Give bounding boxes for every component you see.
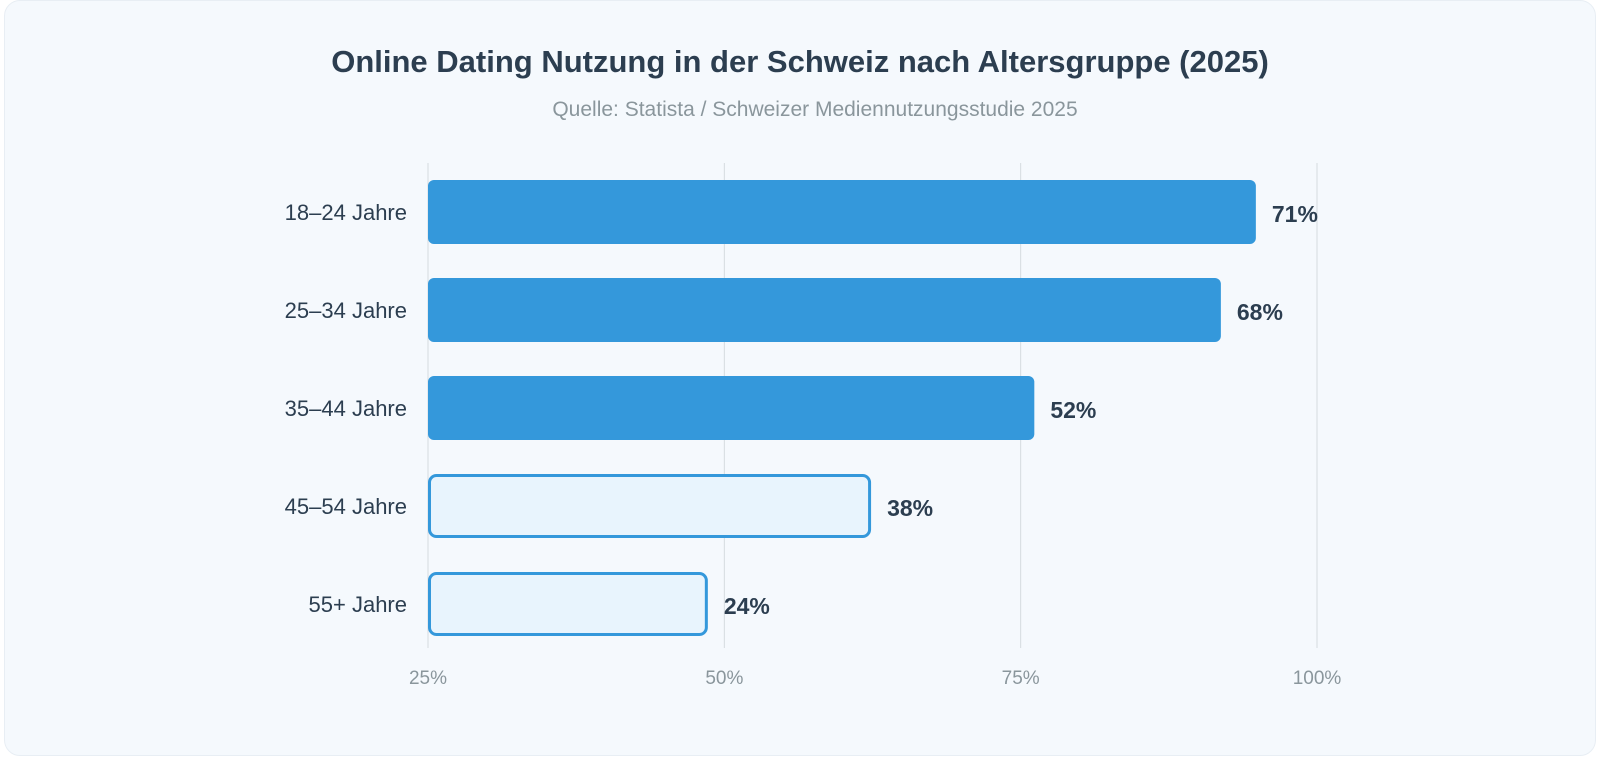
data-label: 71%	[1272, 201, 1318, 227]
chart-title: Online Dating Nutzung in der Schweiz nac…	[331, 44, 1269, 79]
data-label: 38%	[887, 495, 933, 521]
category-label: 45–54 Jahre	[285, 494, 407, 519]
data-label: 52%	[1050, 397, 1096, 423]
bar	[428, 180, 1256, 244]
bar	[428, 278, 1221, 342]
bar	[428, 474, 872, 538]
x-tick-label: 75%	[1002, 668, 1040, 689]
category-label: 55+ Jahre	[309, 592, 407, 617]
category-label: 18–24 Jahre	[285, 200, 407, 225]
x-tick-label: 25%	[409, 668, 447, 689]
bar	[428, 572, 708, 636]
chart-subtitle: Quelle: Statista / Schweizer Mediennutzu…	[552, 98, 1078, 121]
category-label: 35–44 Jahre	[285, 396, 407, 421]
x-tick-label: 100%	[1293, 668, 1342, 689]
data-label: 24%	[724, 593, 770, 619]
x-tick-label: 50%	[705, 668, 743, 689]
data-label: 68%	[1237, 299, 1283, 325]
bar	[428, 376, 1035, 440]
category-label: 25–34 Jahre	[285, 298, 407, 323]
